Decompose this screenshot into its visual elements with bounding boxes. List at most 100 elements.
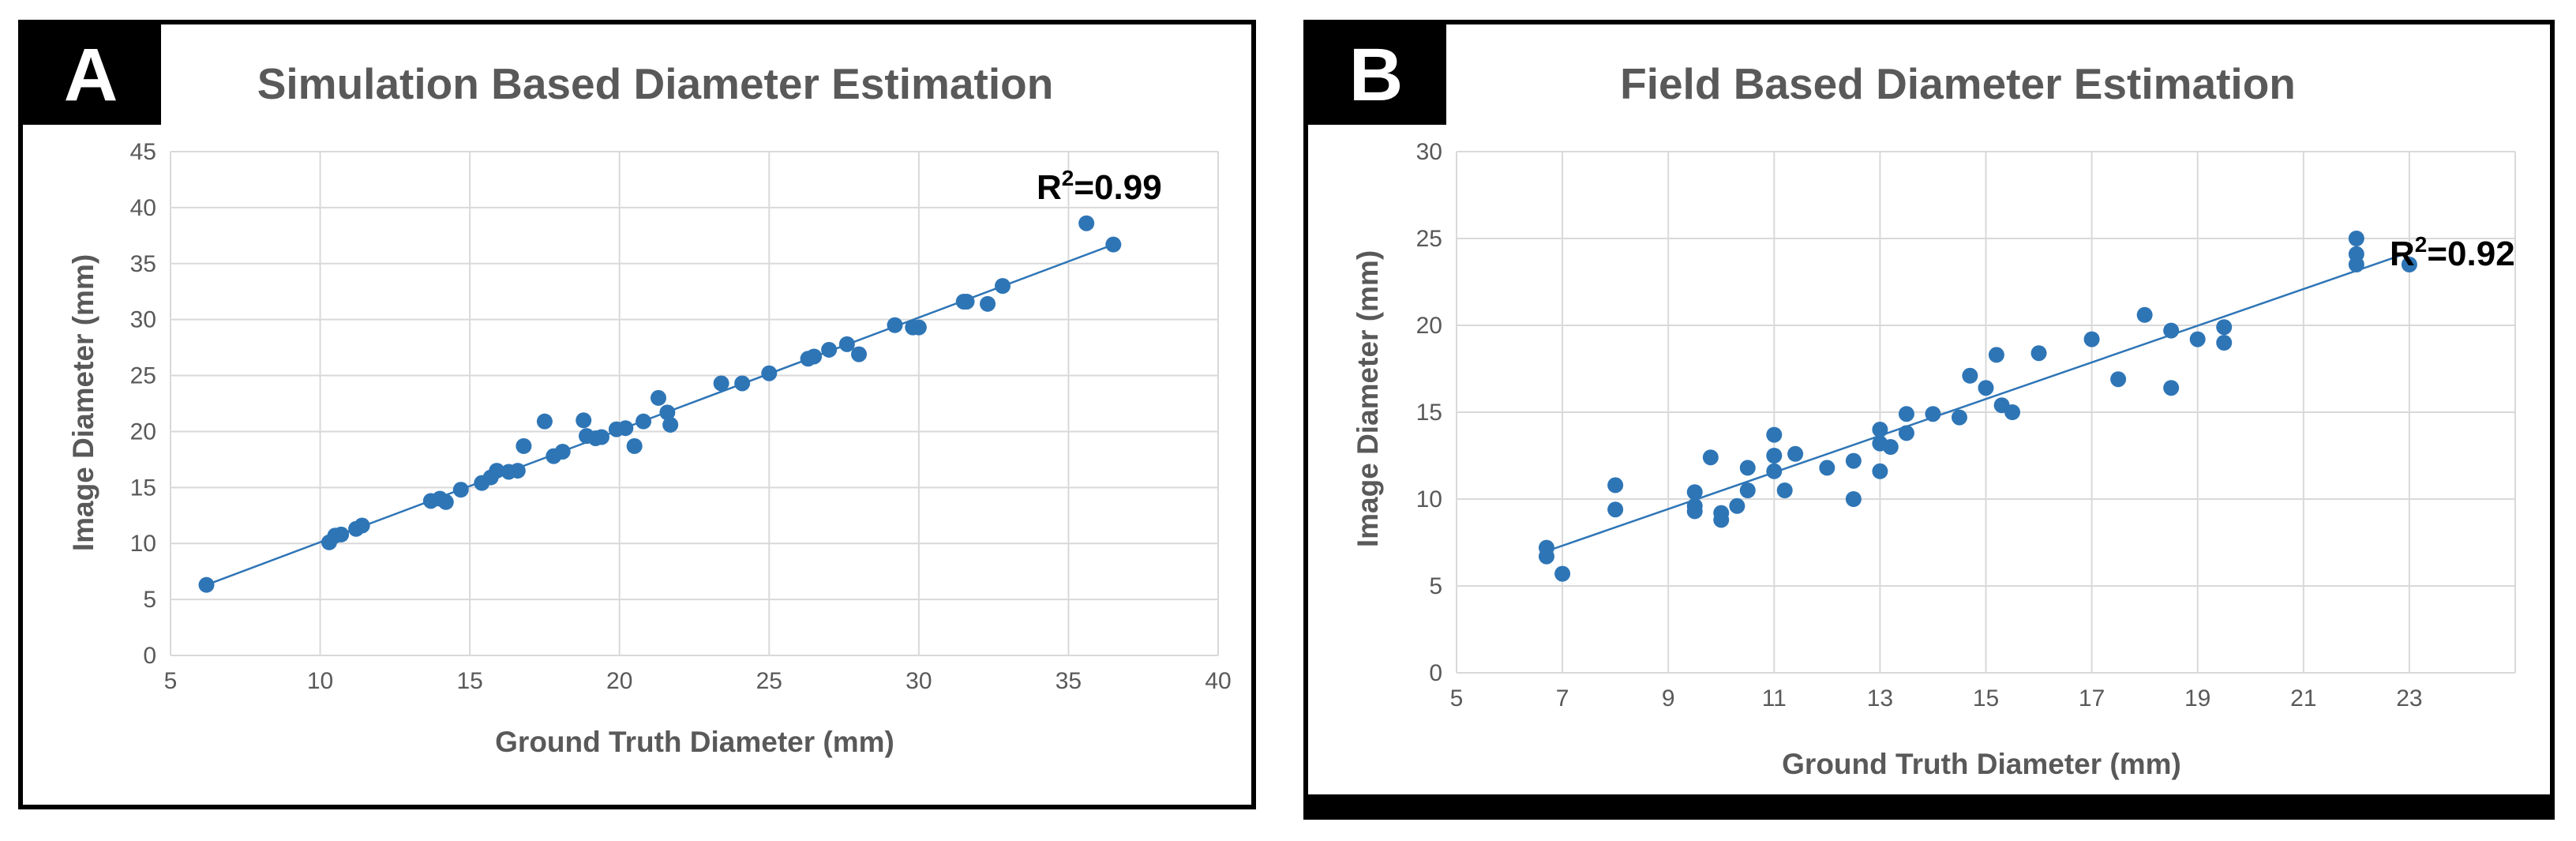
panel-a-y-ticks: 0 5 10 15 20 25 30 35 40 45 [130, 139, 156, 669]
panel-a-y-tick-label: 20 [130, 419, 156, 445]
panel-b-data-point [2163, 322, 2180, 339]
panel-a-x-tick-label: 35 [1056, 668, 1082, 694]
panel-a-data-point [354, 517, 370, 534]
panel-a-data-point [734, 375, 751, 392]
panel-a-r2: R2=0.99 [1037, 166, 1162, 207]
panel-b-data-point [2189, 331, 2206, 347]
panel-a-y-tick-label: 5 [143, 587, 156, 613]
panel-b-data-point [1962, 367, 1978, 384]
panel-a-x-tick-label: 20 [606, 668, 632, 694]
panel-b-data-point [1988, 347, 2004, 363]
panel-a-data-point [509, 463, 526, 479]
panel-a-x-tick-label: 25 [756, 668, 782, 694]
panel-b-y-tick-label: 25 [1416, 226, 1442, 252]
panel-a-x-tick-label: 5 [164, 668, 178, 694]
panel-a-data-point [910, 319, 927, 336]
panel-a-data-point [626, 437, 643, 454]
panel-a-r2-base: R [1037, 168, 1062, 207]
panel-a-data-point [887, 317, 903, 333]
panel-a-data-point [838, 336, 855, 352]
panel-a-data-point [636, 413, 652, 430]
panel-a-y-tick-label: 30 [130, 307, 156, 333]
panel-b-data-point [2401, 257, 2417, 272]
panel-b-data-point [1776, 482, 1793, 498]
panel-a-data-point [554, 443, 571, 460]
panel-b-data-point [1686, 503, 1703, 520]
panel-b-x-tick-label: 17 [2079, 685, 2105, 711]
panel-a-x-tick-label: 10 [307, 668, 333, 694]
panel-b-y-tick-label: 10 [1416, 486, 1442, 512]
panel-b-data-point [2348, 231, 2364, 246]
panel-a-data-point [489, 463, 505, 479]
panel-a-data-point [452, 482, 469, 498]
panel-a-data-point [958, 293, 975, 310]
panel-a-data-point [593, 429, 609, 445]
panel-b-r2: R2=0.92 [2390, 232, 2515, 273]
panel-a-data-point [995, 278, 1011, 295]
panel-a-xlabel: Ground Truth Diameter (mm) [495, 726, 894, 758]
panel-a-data-point [617, 420, 634, 437]
panel-a-y-tick-label: 10 [130, 531, 156, 557]
panel-a-points [198, 215, 1122, 593]
panel-a-data-point [1105, 236, 1122, 253]
panel-a-data-point [662, 416, 679, 433]
panel-b-data-point [2216, 319, 2233, 336]
panel-b-points [1538, 231, 2417, 582]
panel-b-data-point [1882, 439, 1899, 455]
panel-a-badge [21, 22, 161, 125]
panel-b-data-point [1713, 512, 1730, 528]
panel-b-y-tick-label: 5 [1429, 573, 1442, 599]
panel-b-y-ticks: 0 5 10 15 20 25 30 [1416, 139, 1442, 686]
panel-a-y-tick-label: 0 [143, 643, 156, 669]
panel-a-x-tick-label: 40 [1205, 668, 1231, 694]
panel-b-data-point [2004, 404, 2021, 420]
panel-a-y-tick-label: 45 [130, 139, 156, 165]
panel-b-bottom-border [1303, 794, 2555, 820]
panel-b-data-point [1766, 448, 1783, 464]
panel-b-y-tick-label: 20 [1416, 313, 1442, 339]
panel-a-r2-rest: =0.99 [1074, 168, 1161, 207]
panel-a-title: Simulation Based Diameter Estimation [257, 59, 1054, 108]
panel-a-data-point [806, 348, 823, 365]
panel-b-ylabel: Image Diameter (mm) [1352, 250, 1384, 547]
panel-b-x-tick-label: 5 [1450, 685, 1464, 711]
panel-b-data-point [1872, 463, 1888, 479]
panel-b-data-point [1898, 425, 1914, 441]
panel-b-x-tick-label: 7 [1556, 685, 1569, 711]
panel-b-data-point [1898, 406, 1914, 422]
panel-b: B Field Based Diameter Estimation 051015… [1303, 20, 2555, 820]
panel-b-data-point [1819, 460, 1835, 476]
panel-b-data-point [1739, 482, 1756, 498]
panel-b-data-point [1766, 426, 1783, 443]
panel-a-data-point [659, 404, 676, 421]
panel-b-data-point [1787, 445, 1804, 462]
panel-b-x-tick-label: 13 [1867, 685, 1893, 711]
panel-a: A Simulation Based Diameter Estimation 0… [18, 20, 1256, 809]
panel-b-data-point [1538, 548, 1554, 565]
panel-a-y-tick-label: 15 [130, 475, 156, 501]
panel-b-r2-base: R [2390, 235, 2415, 273]
panel-a-grid [170, 151, 1219, 656]
panel-a-x-tick-label: 15 [456, 668, 482, 694]
panel-b-data-point [2083, 331, 2100, 347]
panel-b-data-point [1872, 422, 1888, 437]
panel-a-letter: A [64, 33, 118, 117]
panel-a-data-point [713, 375, 729, 392]
panel-b-y-tick-label: 0 [1429, 660, 1442, 686]
panel-b-x-tick-label: 9 [1662, 685, 1675, 711]
panel-b-letter: B [1349, 33, 1404, 117]
panel-a-y-tick-label: 40 [130, 195, 156, 221]
panel-a-y-tick-label: 25 [130, 363, 156, 389]
panel-b-y-tick-label: 30 [1416, 139, 1442, 165]
panel-a-data-point [821, 341, 838, 358]
panel-a-data-point [851, 346, 868, 362]
panel-b-data-point [1978, 380, 1994, 396]
panel-b-data-point [1845, 452, 1862, 469]
panel-b-data-point [1729, 497, 1745, 514]
panel-b-x-tick-label: 19 [2184, 685, 2210, 711]
panel-a-data-point [1078, 215, 1095, 231]
panel-b-r2-sup: 2 [2415, 232, 2428, 257]
panel-a-data-point [198, 576, 215, 593]
panel-a-x-ticks: 5 10 15 20 25 30 35 40 [164, 668, 1232, 694]
